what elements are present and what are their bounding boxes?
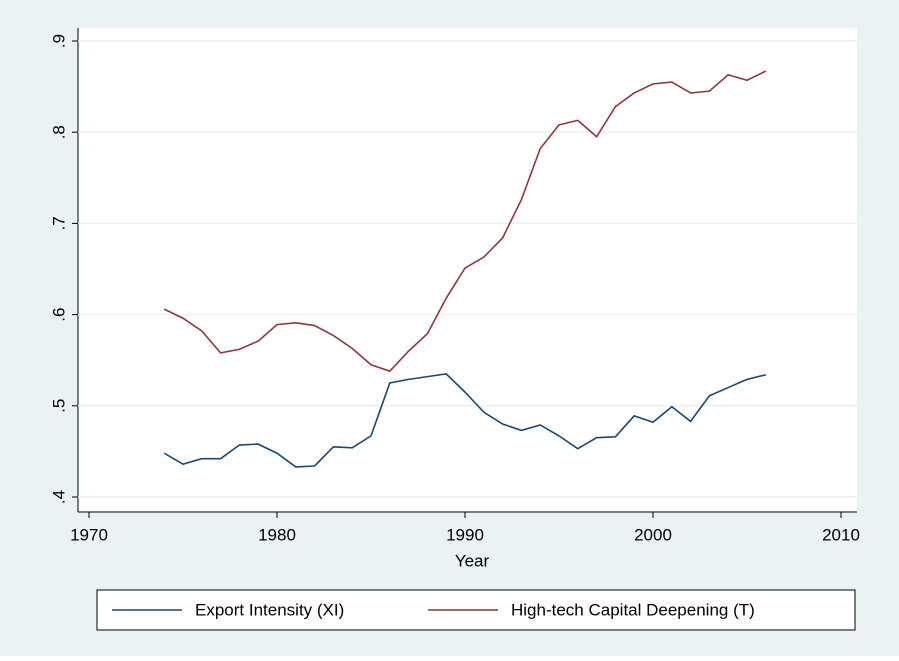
x-tick-label: 1970	[70, 525, 108, 544]
plot-area	[78, 28, 857, 512]
x-tick-label: 2010	[822, 525, 860, 544]
y-tick-label: .5	[49, 399, 68, 413]
x-axis-label: Year	[455, 551, 490, 570]
series-line	[163, 70, 767, 373]
x-tick-label: 1990	[446, 525, 484, 544]
series-line	[163, 373, 766, 468]
y-tick-label: .7	[49, 216, 68, 230]
legend-label: Export Intensity (XI)	[195, 600, 344, 619]
y-tick-label: .8	[49, 125, 68, 139]
y-tick-label: .4	[49, 490, 68, 504]
y-tick-label: .9	[49, 34, 68, 48]
legend-label: High-tech Capital Deepening (T)	[511, 600, 755, 619]
x-tick-label: 2000	[634, 525, 672, 544]
x-tick-label: 1980	[258, 525, 296, 544]
y-tick-label: .6	[49, 308, 68, 322]
